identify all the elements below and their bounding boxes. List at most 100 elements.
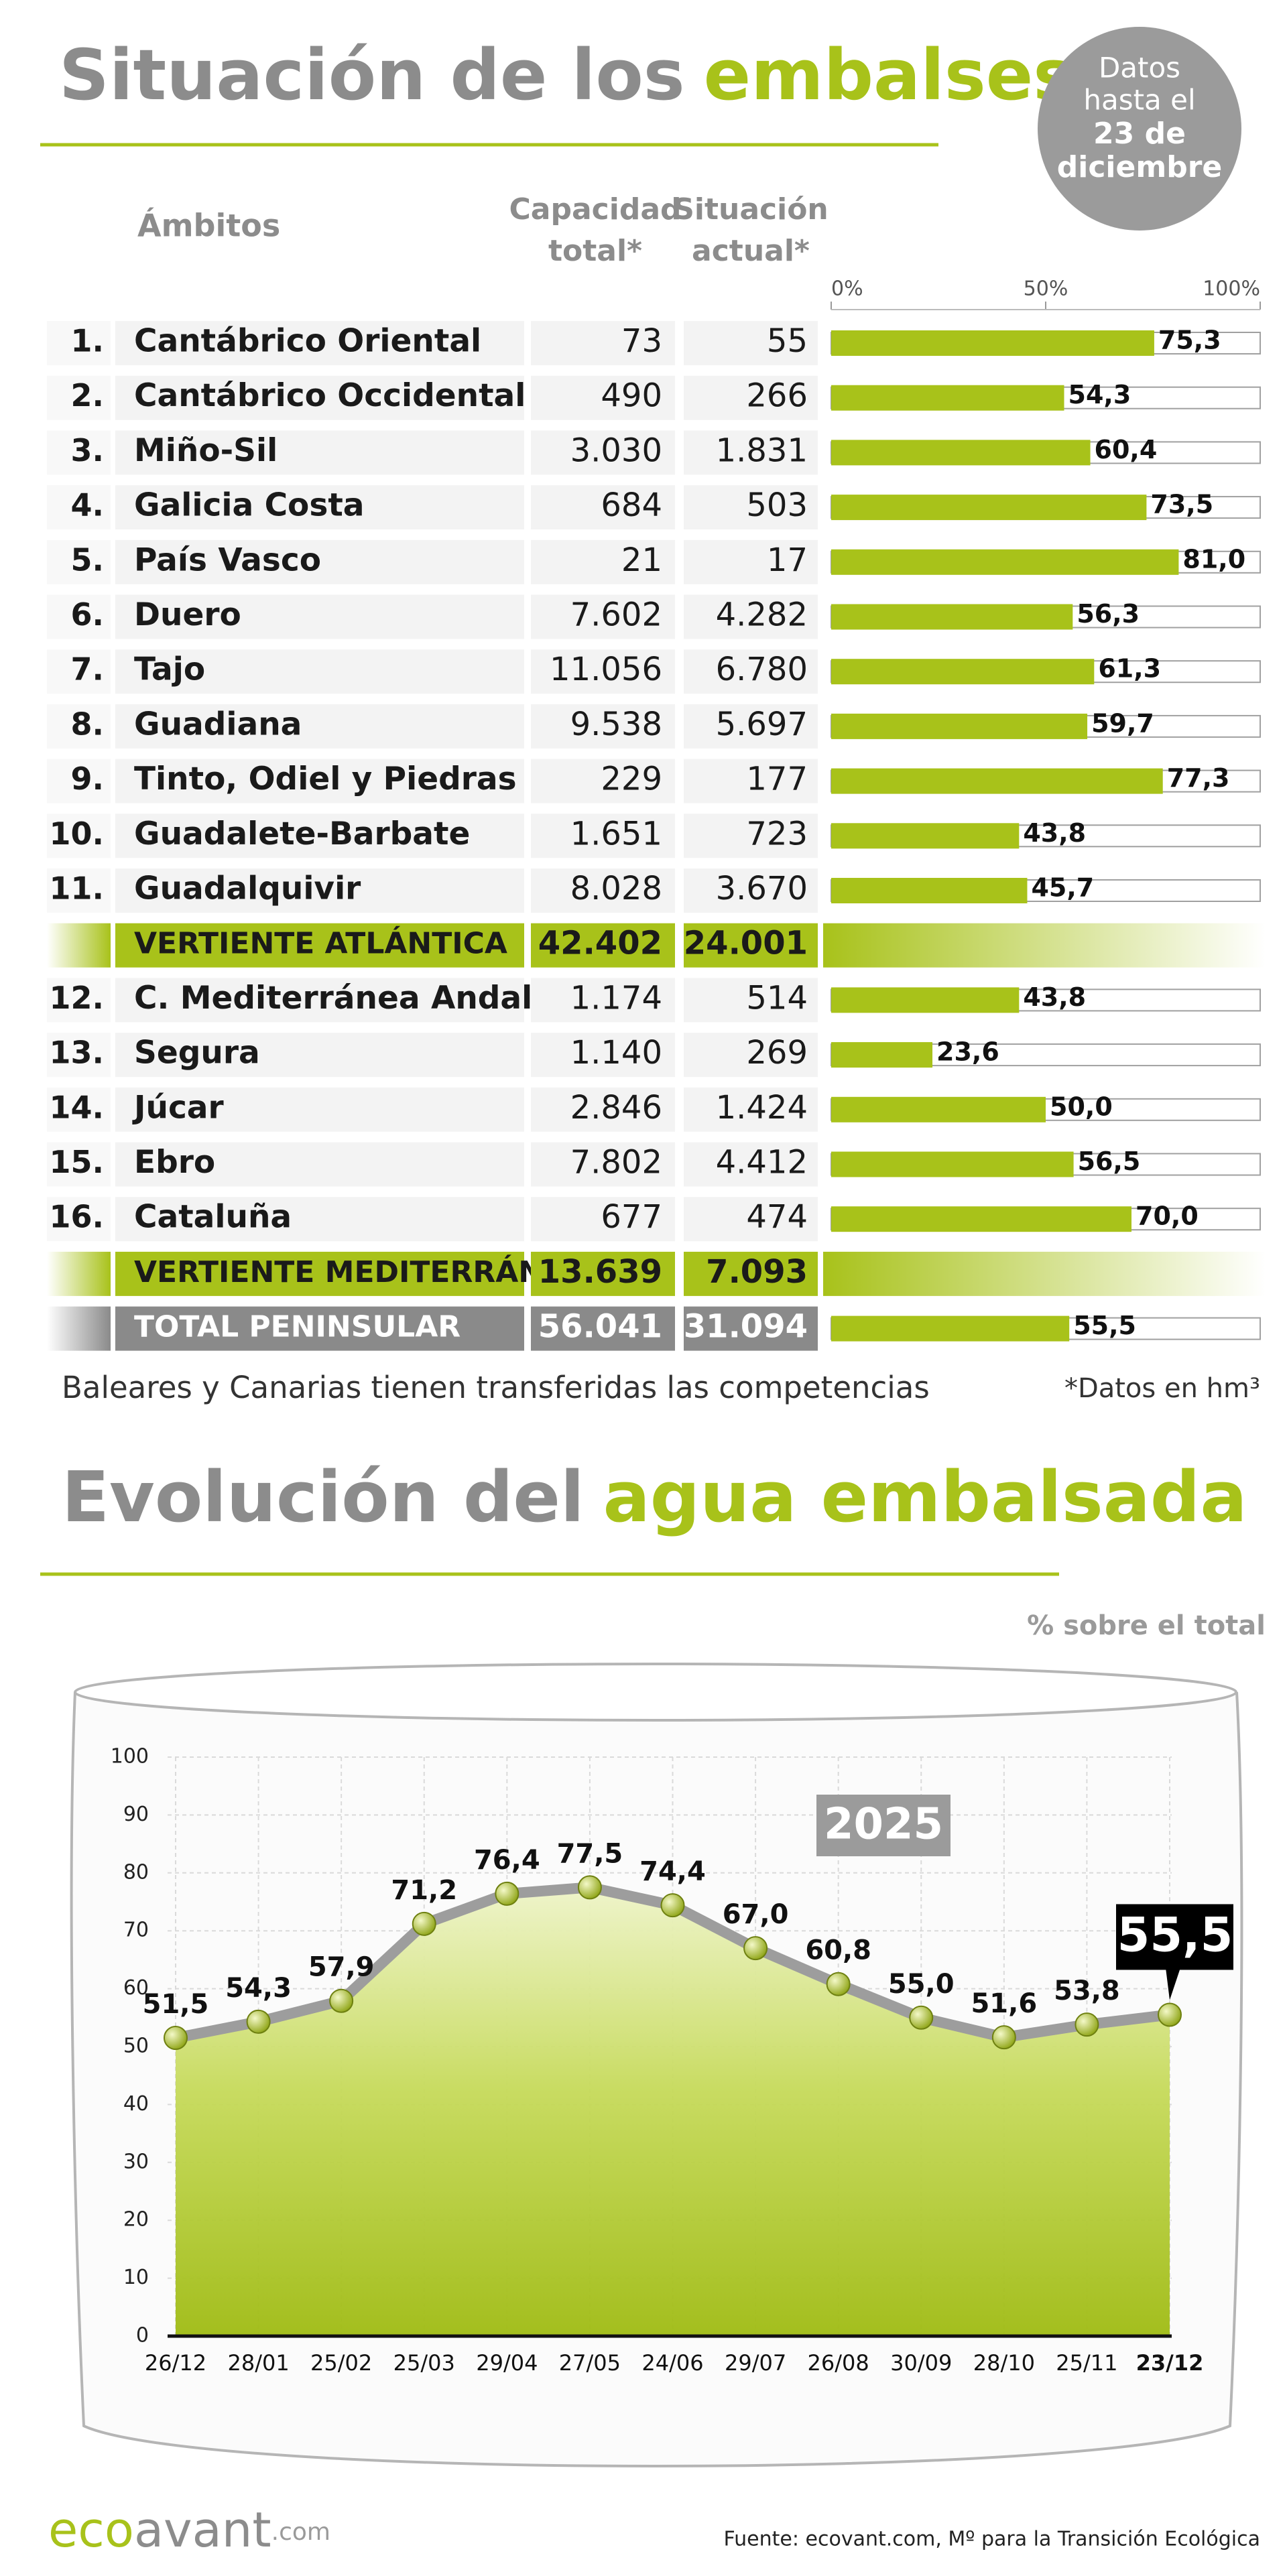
bar [831,1206,1131,1232]
capacity-cell [531,1033,675,1078]
bar [831,1315,1070,1342]
row-name: Guadiana [134,706,302,743]
capacity: 1.174 [570,979,662,1017]
x-tick-label: 26/08 [808,2350,869,2376]
number-cell [47,485,111,530]
bar-label: 45,7 [1031,873,1094,903]
point [909,2005,934,2030]
bar-label: 70,0 [1136,1202,1199,1231]
capacity-cell [531,375,675,420]
current: 6.780 [716,651,808,688]
current: 17 [767,541,808,579]
capacity: 56.041 [538,1308,662,1346]
row-name: Cantábrico Occidental [134,377,526,414]
y-tick-label: 100 [111,1745,149,1768]
logo: ecoavant.com [48,2502,330,2558]
chart-title-part: Evolución del [62,1456,585,1538]
subtotal-band [823,923,1266,968]
current-cell [684,1142,818,1187]
y-tick-label: 90 [123,1803,149,1826]
bar-label: 59,7 [1091,708,1154,738]
logo-part: eco [48,2502,134,2558]
badge-line: Datos [1099,52,1180,84]
capacity-cell [531,430,675,475]
current: 5.697 [716,706,808,743]
row-number: 12. [50,980,105,1016]
point [164,2026,188,2051]
value-label: 54,3 [225,1973,292,2004]
row-number: 16. [50,1199,105,1235]
row-number: 14. [50,1089,105,1125]
bar-label: 77,3 [1167,763,1230,793]
row-name: Segura [134,1035,260,1072]
value-label: 76,4 [474,1845,540,1876]
point [329,1988,354,2013]
x-tick-label: 24/06 [641,2350,703,2376]
number-cell [47,704,111,749]
bar-label: 73,5 [1150,490,1213,519]
point [246,2009,271,2034]
value-label: 51,6 [971,1988,1037,2019]
bar [831,495,1147,521]
current-cell [684,485,818,530]
bar-label: 75,3 [1158,326,1221,355]
point [991,2025,1016,2050]
logo-part: avant [134,2502,271,2558]
current-cell [684,704,818,749]
current-cell [684,321,818,365]
capacity-cell [531,485,675,530]
name-cell [115,539,524,584]
number-cell [47,759,111,803]
bar-label: 56,5 [1078,1147,1141,1176]
capacity-cell [531,704,675,749]
current-cell [684,814,818,858]
x-tick-label: 28/10 [973,2350,1035,2376]
name-cell [115,868,524,913]
capacity-cell [531,868,675,913]
row-stub [47,923,111,968]
capacity: 229 [601,761,662,798]
row-name: Júcar [132,1089,225,1126]
row-number: 6. [71,596,104,633]
number-cell [47,1033,111,1078]
date-badge [1038,27,1241,231]
capacity-cell [531,978,675,1023]
current-cell [684,923,818,968]
annotation: 2025 [824,1800,943,1850]
point [495,1881,519,1906]
capacity: 677 [601,1198,662,1236]
row-number: 2. [71,377,104,413]
bar [831,823,1020,849]
x-tick-label: 29/04 [476,2350,538,2376]
current: 514 [746,979,808,1017]
scale-tick-label: 50% [1024,277,1068,301]
bar [831,604,1073,630]
row-name: Cantábrico Oriental [134,323,481,360]
bar [831,385,1064,411]
bar-label: 43,8 [1023,982,1086,1012]
bar-label: 43,8 [1023,818,1086,848]
capacity-cell [531,539,675,584]
badge-line: diciembre [1057,150,1222,184]
y-tick-label: 0 [136,2324,149,2347]
capacity-cell [531,923,675,968]
row-name: TOTAL PENINSULAR [134,1310,461,1344]
capacity: 11.056 [550,651,662,688]
row-number: 1. [71,323,104,359]
chart-subtitle: % sobre el total [1027,1610,1266,1641]
bar [831,878,1028,903]
number-cell [47,321,111,365]
bar-label: 60,4 [1095,435,1158,464]
chart-title-part: agua embalsada [603,1456,1247,1538]
value-label: 55,0 [888,1969,955,2000]
row-name: Ebro [134,1144,215,1181]
x-tick-label: 25/11 [1056,2350,1117,2376]
value-label: 53,8 [1054,1976,1120,2006]
point [1075,2012,1099,2037]
row-number: 13. [50,1035,105,1071]
scale-tick-label: 100% [1203,277,1260,301]
bar-label: 54,3 [1068,380,1131,409]
value-label: 51,5 [143,1989,209,2020]
capacity: 1.140 [570,1034,662,1072]
capacity: 21 [621,541,662,579]
